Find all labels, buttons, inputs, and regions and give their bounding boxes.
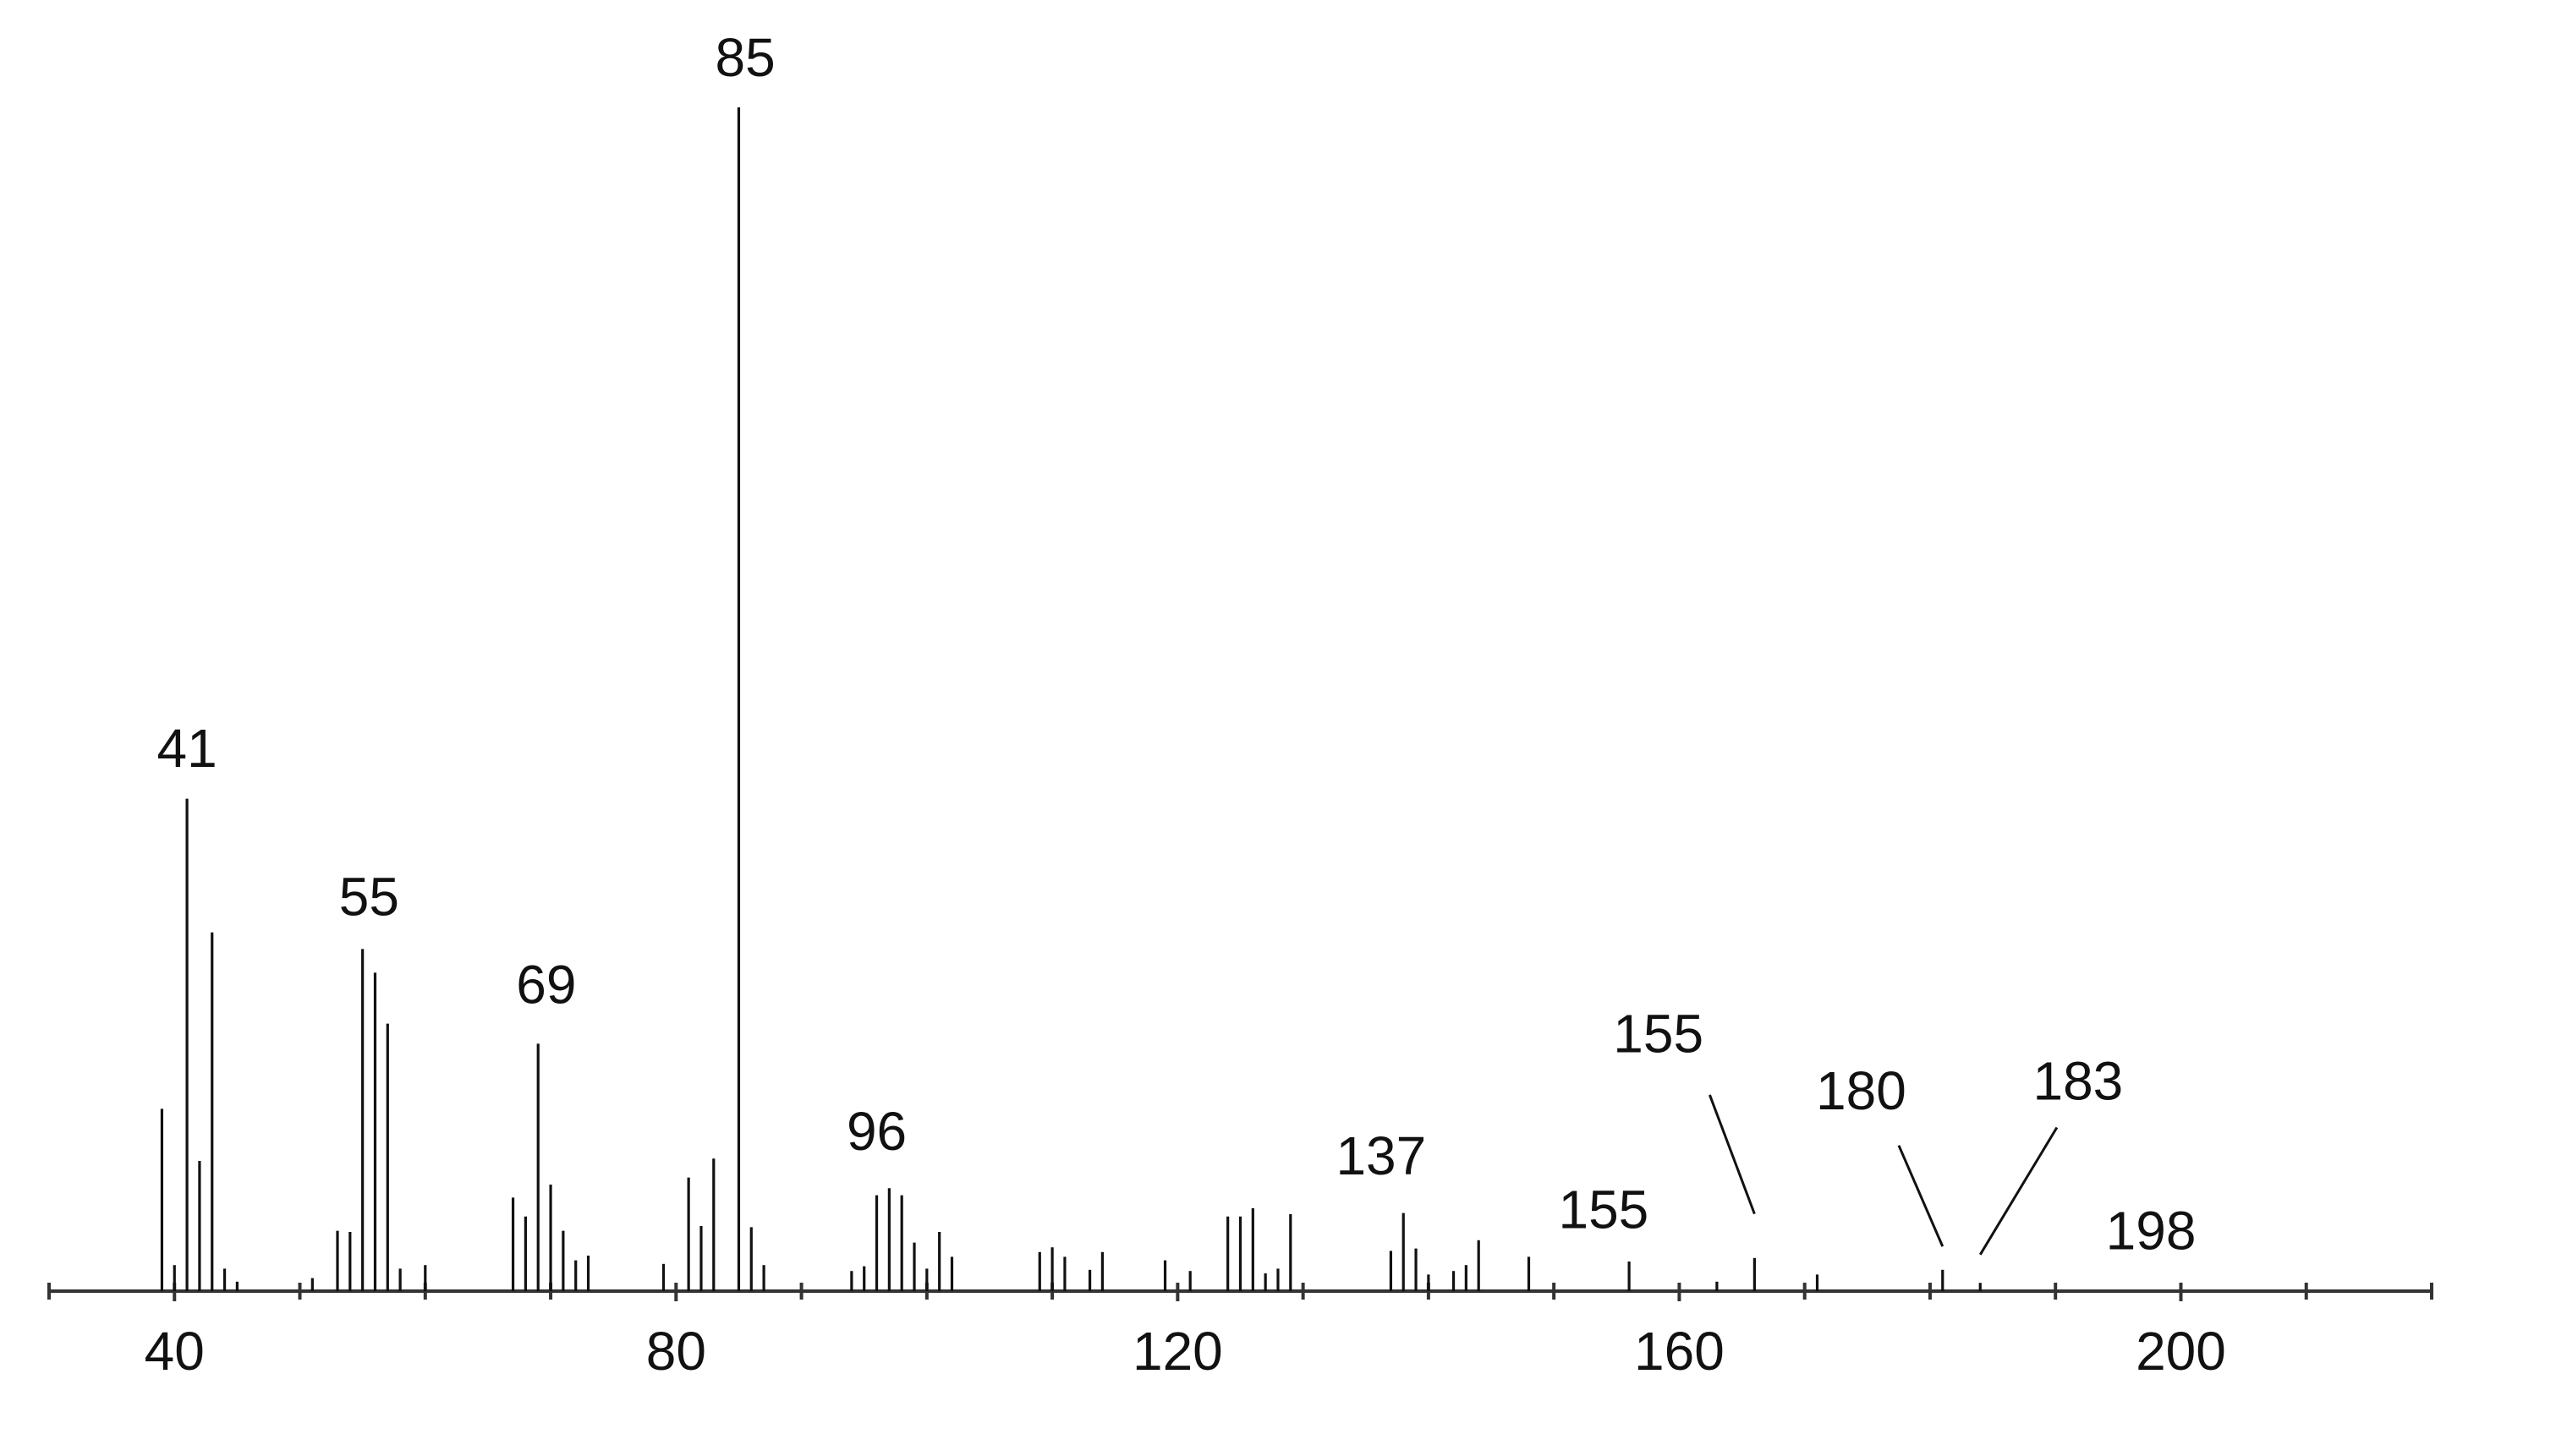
peak-label: 85 [716, 27, 776, 88]
peak-label: 155 [1558, 1180, 1648, 1240]
peak-label: 183 [2032, 1050, 2123, 1111]
peak-label: 96 [847, 1101, 907, 1162]
peak-label: 41 [156, 718, 217, 779]
x-tick-label: 120 [1133, 1321, 1223, 1382]
x-tick-label: 200 [2136, 1321, 2226, 1382]
peak-label: 55 [339, 867, 399, 928]
x-tick-label: 40 [145, 1321, 205, 1382]
peak-label: 137 [1336, 1125, 1426, 1186]
peak-label: 198 [2106, 1201, 2197, 1262]
peak-label: 180 [1816, 1060, 1906, 1121]
leader-line [1978, 1126, 2059, 1256]
peak-label: 155 [1613, 1003, 1703, 1064]
x-tick-label: 80 [646, 1321, 706, 1382]
leader-line [1709, 1094, 1756, 1215]
x-tick-label: 160 [1634, 1321, 1725, 1382]
peak-label: 69 [516, 955, 576, 1015]
leader-line [1897, 1145, 1944, 1247]
